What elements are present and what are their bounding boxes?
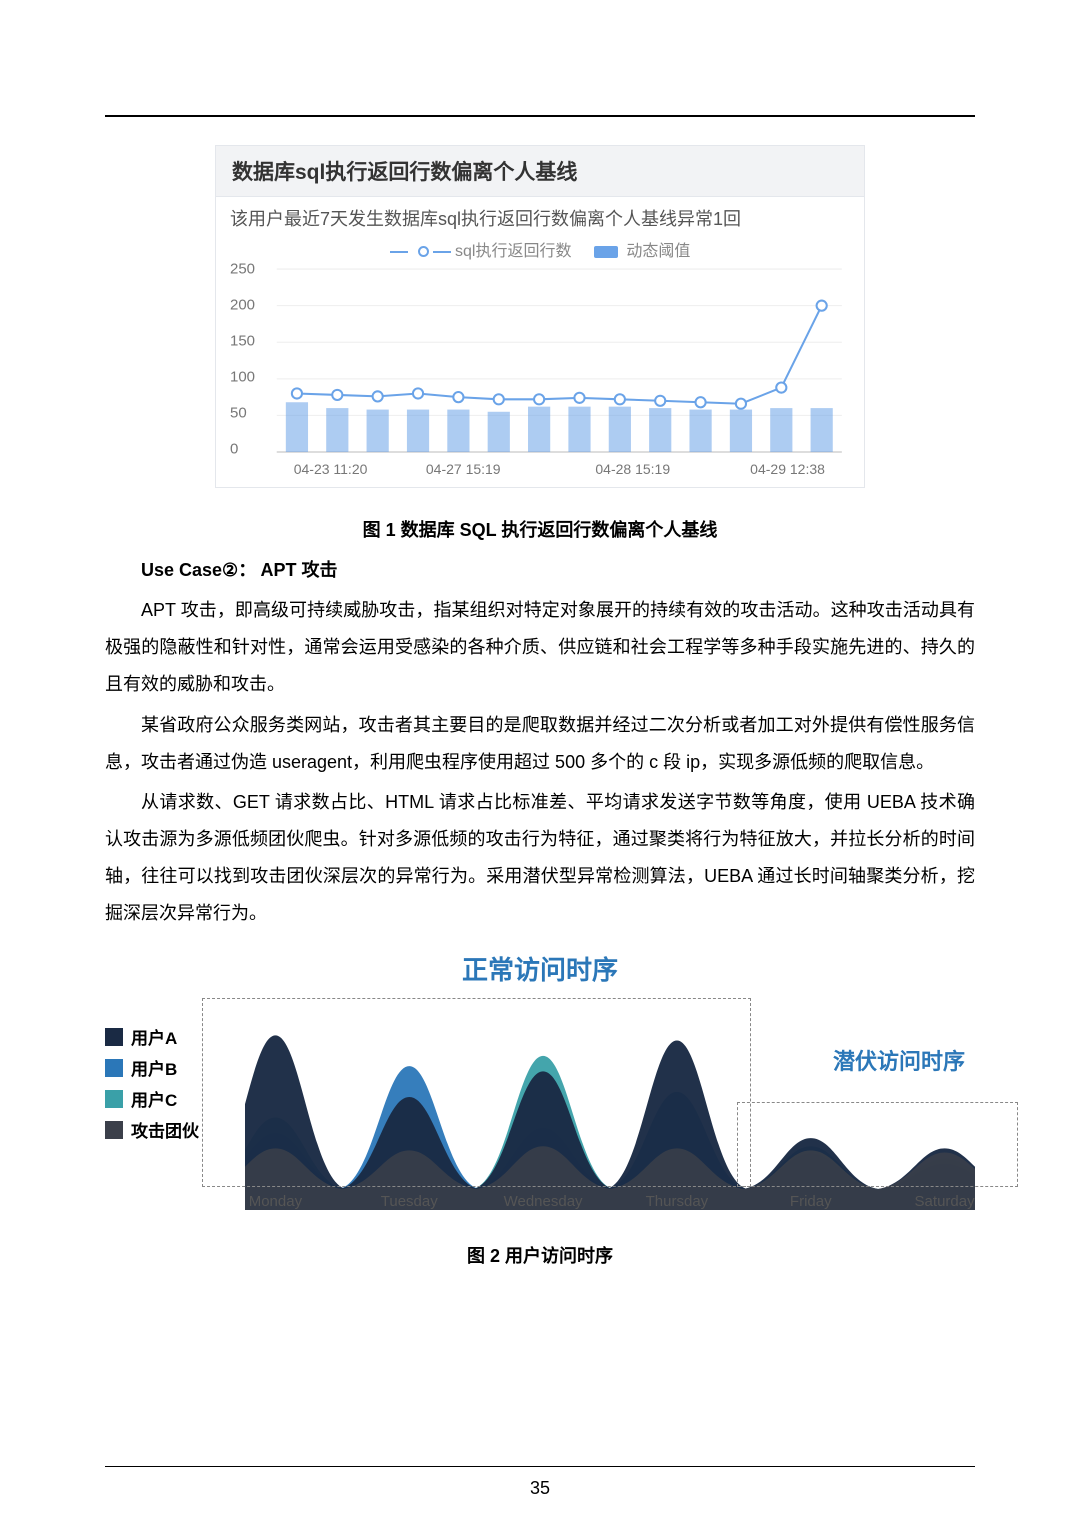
legend-label: 用户B bbox=[131, 1055, 177, 1080]
chart1-legend: sql执行返回行数 动态阈值 bbox=[230, 237, 850, 261]
chart1-ytick: 250 bbox=[230, 261, 255, 278]
chart2-normal-box bbox=[202, 998, 751, 1188]
chart1-ytick: 150 bbox=[230, 333, 255, 350]
paragraph: 某省政府公众服务类网站，攻击者其主要目的是爬取数据并经过二次分析或者加工对外提供… bbox=[105, 707, 975, 781]
footer-rule bbox=[105, 1466, 975, 1467]
chart1-xtick: 04-23 11:20 bbox=[294, 461, 368, 477]
figure2-caption: 图 2 用户访问时序 bbox=[105, 1242, 975, 1268]
chart2-xtick: Monday bbox=[249, 1193, 302, 1210]
chart1-ytick: 50 bbox=[230, 405, 247, 422]
chart2-legend-item: 攻击团伙 bbox=[105, 1117, 199, 1142]
legend-swatch-icon bbox=[105, 1028, 123, 1046]
chart1-plot: 05010015020025004-23 11:2004-27 15:1904-… bbox=[230, 265, 850, 475]
paragraph: 从请求数、GET 请求数占比、HTML 请求占比标准差、平均请求发送字节数等角度… bbox=[105, 784, 975, 932]
chart2-panel: 正常访问时序 潜伏访问时序 用户A用户B用户C攻击团伙 MondayTuesda… bbox=[105, 954, 975, 1234]
chart2-title: 正常访问时序 bbox=[462, 950, 618, 987]
chart2-xtick: Tuesday bbox=[381, 1193, 438, 1210]
chart1-ytick: 0 bbox=[230, 441, 238, 458]
header-rule bbox=[105, 115, 975, 117]
chart1-xtick: 04-28 15:19 bbox=[595, 461, 670, 477]
paragraph: APT 攻击，即高级可持续威胁攻击，指某组织对特定对象展开的持续有效的攻击活动。… bbox=[105, 592, 975, 703]
chart2-legend-item: 用户B bbox=[105, 1055, 199, 1080]
chart2-legend: 用户A 用户B 用户C 攻击团伙 bbox=[105, 1024, 199, 1148]
chart1-title: 数据库sql执行返回行数偏离个人基线 bbox=[216, 146, 864, 197]
chart1-svg bbox=[230, 265, 850, 478]
chart1-xtick: 04-27 15:19 bbox=[426, 461, 501, 477]
legend-label: 用户A bbox=[131, 1024, 177, 1049]
chart1-xtick: 04-29 12:38 bbox=[750, 461, 825, 477]
legend-label: 用户C bbox=[131, 1086, 177, 1111]
page-number: 35 bbox=[0, 1478, 1080, 1499]
chart1-subtitle: 该用户最近7天发生数据库sql执行返回行数偏离个人基线异常1回 bbox=[230, 205, 850, 231]
chart1-body: 该用户最近7天发生数据库sql执行返回行数偏离个人基线异常1回 sql执行返回行… bbox=[216, 197, 864, 487]
chart2-plot: Monday Tuesday Wednesday Thursday Friday Satu… bbox=[245, 984, 975, 1210]
chart2-latent-box bbox=[737, 1102, 1018, 1188]
chart2-xtick: Thursday bbox=[646, 1193, 709, 1210]
figure1-caption: 图 1 数据库 SQL 执行返回行数偏离个人基线 bbox=[105, 516, 975, 542]
chart1-ytick: 200 bbox=[230, 297, 255, 314]
chart2-legend-item: 用户C bbox=[105, 1086, 199, 1111]
chart2-xtick: Friday bbox=[790, 1193, 832, 1210]
legend-swatch-icon bbox=[105, 1059, 123, 1077]
chart2-xtick: Saturday bbox=[915, 1193, 975, 1210]
legend-label: 攻击团伙 bbox=[131, 1117, 199, 1142]
chart1-legend1: sql执行返回行数 bbox=[455, 243, 571, 260]
document-page: 数据库sql执行返回行数偏离个人基线 该用户最近7天发生数据库sql执行返回行数… bbox=[0, 0, 1080, 1527]
chart1-legend2: 动态阈值 bbox=[626, 243, 690, 260]
chart1-panel: 数据库sql执行返回行数偏离个人基线 该用户最近7天发生数据库sql执行返回行数… bbox=[215, 145, 865, 488]
chart2-legend-item: 用户A bbox=[105, 1024, 199, 1049]
line-marker-icon bbox=[418, 246, 429, 257]
chart1-ytick: 100 bbox=[230, 369, 255, 386]
section-title: Use Case②： APT 攻击 bbox=[105, 556, 975, 582]
chart2-xtick: Wednesday bbox=[504, 1193, 583, 1210]
legend-swatch-icon bbox=[105, 1090, 123, 1108]
bar-swatch-icon bbox=[594, 246, 618, 258]
legend-swatch-icon bbox=[105, 1121, 123, 1139]
